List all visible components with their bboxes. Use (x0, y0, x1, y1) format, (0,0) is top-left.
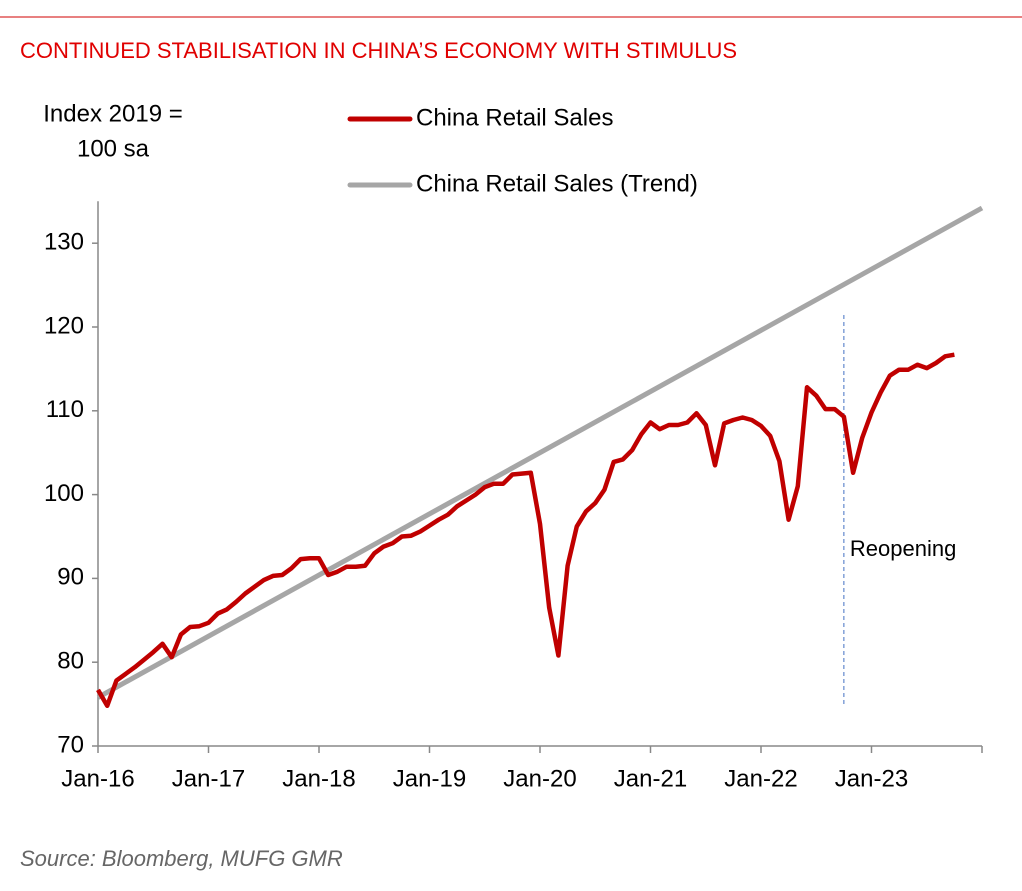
x-tick-label: Jan-17 (172, 765, 245, 792)
y-tick-label: 90 (57, 564, 84, 591)
x-tick-label: Jan-21 (614, 765, 687, 792)
x-tick-label: Jan-18 (282, 765, 355, 792)
line-series (96, 205, 984, 700)
y-tick-label: 100 (44, 480, 84, 507)
x-tick-label: Jan-22 (724, 765, 797, 792)
x-tick-label: Jan-23 (835, 765, 908, 792)
line-series (96, 352, 955, 709)
legend-label: China Retail Sales (416, 104, 613, 131)
y-tick-label: 120 (44, 312, 84, 339)
legend-label: China Retail Sales (Trend) (416, 170, 698, 197)
x-tick-label: Jan-16 (61, 765, 134, 792)
x-tick-label: Jan-20 (503, 765, 576, 792)
y-axis-label: 100 sa (77, 135, 150, 162)
source: Source: Bloomberg, MUFG GMR (20, 846, 343, 871)
y-tick-label: 80 (57, 648, 84, 675)
y-tick-label: 70 (57, 731, 84, 758)
annotation-text: Reopening (850, 536, 956, 561)
x-tick-label: Jan-19 (393, 765, 466, 792)
y-axis-label: Index 2019 = (43, 100, 182, 127)
y-tick-label: 110 (46, 396, 84, 423)
y-tick-label: 130 (44, 229, 84, 256)
chart-title: CONTINUED STABILISATION IN CHINA’S ECONO… (20, 38, 737, 63)
